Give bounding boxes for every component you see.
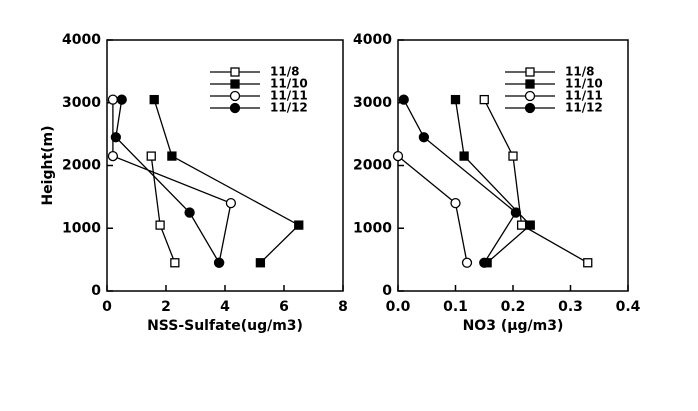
data-point: [146, 151, 156, 161]
y-tick-label: 0: [382, 283, 392, 299]
series-line: [483, 99, 589, 264]
series-line: [403, 99, 517, 264]
legend-marker: [524, 90, 536, 102]
data-point: [155, 220, 165, 230]
x-tick-label: 0.2: [501, 299, 526, 315]
data-point: [461, 257, 473, 268]
y-tick-label: 4000: [353, 32, 392, 48]
data-point: [149, 94, 159, 105]
data-point: [450, 197, 461, 209]
y-tick-label: 3000: [62, 95, 101, 111]
legend-label: 11/11: [565, 89, 603, 103]
series-line: [112, 99, 232, 263]
series-line: [397, 155, 468, 263]
data-point: [294, 220, 304, 230]
x-tick-label: 4: [220, 299, 230, 315]
legend-marker: [230, 67, 240, 77]
x-tick-label: 0.1: [443, 299, 468, 315]
legend-marker: [229, 90, 241, 102]
y-tick-label: 1000: [62, 220, 101, 236]
data-point: [479, 94, 489, 105]
data-point: [525, 220, 535, 230]
data-point: [583, 258, 593, 268]
data-point: [167, 151, 177, 161]
x-tick-label: 0.0: [386, 299, 411, 315]
x-tick-label: 0.3: [558, 299, 583, 315]
data-point: [510, 207, 522, 218]
x-axis-label: NSS-Sulfate(ug/m3): [147, 318, 303, 334]
legend-label: 11/8: [565, 65, 594, 79]
legend-label: 11/12: [565, 101, 603, 115]
legend-marker: [524, 102, 536, 114]
y-tick-label: 0: [91, 283, 101, 299]
data-point: [508, 151, 518, 161]
legend-label: 11/11: [270, 89, 308, 103]
legend-label: 11/10: [565, 77, 603, 91]
data-point: [116, 94, 127, 105]
x-tick-label: 0.4: [616, 299, 641, 315]
data-point: [459, 151, 469, 161]
data-point: [479, 257, 490, 268]
data-point: [225, 197, 237, 209]
x-tick-label: 0: [102, 299, 112, 315]
y-tick-label: 2000: [62, 158, 101, 174]
data-point: [107, 150, 119, 162]
data-point: [170, 258, 180, 268]
data-point: [107, 94, 119, 105]
y-tick-label: 3000: [353, 95, 392, 111]
legend-marker: [230, 79, 240, 89]
x-tick-label: 2: [161, 299, 171, 315]
legend-label: 11/10: [270, 77, 308, 91]
series-line: [153, 99, 300, 264]
x-axis-label: NO3 (μg/m3): [463, 318, 564, 334]
data-point: [418, 132, 430, 143]
series-line: [115, 99, 220, 264]
y-axis-label: Height(m): [40, 125, 56, 205]
data-point: [110, 132, 121, 143]
x-tick-label: 6: [279, 299, 289, 315]
x-tick-label: 8: [338, 299, 348, 315]
y-tick-label: 2000: [353, 158, 392, 174]
data-point: [516, 220, 527, 230]
legend-label: 11/8: [270, 65, 299, 79]
legend-marker: [229, 102, 241, 114]
data-point: [398, 94, 409, 105]
y-tick-label: 1000: [353, 220, 392, 236]
data-point: [255, 258, 266, 268]
data-point: [392, 150, 404, 162]
data-point: [213, 257, 225, 268]
legend-label: 11/12: [270, 101, 308, 115]
data-point: [184, 207, 195, 218]
legend-marker: [525, 79, 535, 89]
series-line: [454, 99, 532, 264]
series-line: [150, 156, 176, 263]
data-point: [450, 94, 461, 105]
y-tick-label: 4000: [62, 32, 101, 48]
legend-marker: [525, 67, 535, 77]
